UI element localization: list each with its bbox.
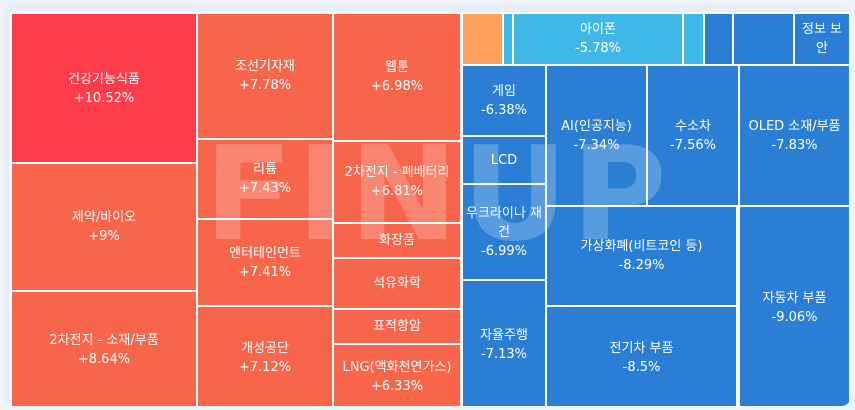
- tile-value: +8.64%: [77, 352, 131, 367]
- tile-value: -8.5%: [622, 359, 661, 375]
- tile-ai-인공지능-24[interactable]: AI(인공지능) -7.34%: [545, 64, 648, 207]
- tile-label: 수소차: [675, 118, 711, 134]
- tile-value: +7.78%: [238, 78, 292, 93]
- tile-oled-소재-부품-26[interactable]: OLED 소재/부품 -7.83%: [738, 64, 851, 207]
- tile-value: +9%: [88, 229, 120, 244]
- tile-조선기자재-3[interactable]: 조선기자재 +7.78%: [196, 12, 334, 140]
- tile-자동차-부품-29[interactable]: 자동차 부품 -9.06%: [738, 205, 851, 406]
- tile-label: 게임: [492, 83, 516, 99]
- tile-label: 웹툰: [385, 60, 409, 75]
- tile-blank-17[interactable]: [703, 12, 734, 66]
- tile-자율주행-23[interactable]: 자율주행 -7.13%: [461, 279, 547, 406]
- treemap-frame: 건강기능식품 +10.52% 제약/바이오 +9% 2차전지 - 소재/부품 +8.64%…: [4, 4, 851, 406]
- tile-lng-액화천연가스-12[interactable]: LNG(액화천연가스) +6.33%: [332, 343, 462, 406]
- tile-value: -7.34%: [573, 137, 620, 153]
- tile-우크라이나-재건-22[interactable]: 우크라이나 재건 -6.99%: [461, 183, 547, 281]
- tile-label: 화장품: [379, 233, 415, 248]
- tile-value: -6.38%: [481, 102, 527, 118]
- tile-label: 우크라이나 재건: [466, 205, 542, 240]
- tile-value: +6.33%: [370, 378, 424, 394]
- tile-아이폰-15[interactable]: 아이폰 -5.78%: [512, 12, 684, 66]
- tile-label: LNG(액화천연가스): [342, 359, 452, 375]
- tile-label: 엔터테인먼트: [229, 245, 301, 261]
- tile-label: 석유화학: [373, 276, 421, 291]
- tile-blank-13[interactable]: [461, 12, 504, 66]
- tile-lcd-21[interactable]: LCD: [461, 135, 547, 185]
- tile-value: +7.12%: [238, 359, 292, 375]
- tile-label: 자율주행: [480, 327, 528, 343]
- tile-label: 제약/바이오: [71, 210, 137, 225]
- tile-value: +6.81%: [370, 184, 424, 199]
- tile-석유화학-10[interactable]: 석유화학: [332, 257, 462, 310]
- tile-value: +7.41%: [238, 264, 292, 280]
- tile-label: 건강기능식품: [68, 72, 140, 87]
- tile-value: -5.78%: [575, 41, 621, 56]
- tile-label: 리튬: [253, 162, 277, 177]
- tile-value: +7.43%: [238, 181, 292, 196]
- tile-리튬-4[interactable]: 리튬 +7.43%: [196, 138, 334, 220]
- tile-blank-18[interactable]: [732, 12, 795, 66]
- tile-value: -6.99%: [481, 243, 527, 259]
- tile-value: -7.83%: [771, 137, 818, 153]
- tile-label: 자동차 부품: [762, 290, 827, 306]
- tile-label: 전기차 부품: [609, 340, 674, 356]
- tile-웹툰-7[interactable]: 웹툰 +6.98%: [332, 12, 462, 142]
- tile-label: 가상화폐(비트코인 등): [580, 239, 703, 254]
- tile-value: -8.29%: [618, 258, 665, 273]
- tile-value: -7.13%: [481, 346, 527, 362]
- tile-value: -7.56%: [670, 137, 716, 153]
- tile-가상화폐-비트코인-등-27[interactable]: 가상화폐(비트코인 등) -8.29%: [545, 205, 738, 307]
- tile-정보-보안-19[interactable]: 정보 보안: [793, 12, 851, 66]
- tile-2차전지-소재-부품-2[interactable]: 2차전지 - 소재/부품 +8.64%: [10, 290, 198, 406]
- tile-value: +10.52%: [73, 91, 135, 106]
- tile-blank-16[interactable]: [682, 12, 705, 66]
- tile-label: 조선기자재: [235, 59, 295, 74]
- tile-value: -9.06%: [771, 309, 818, 325]
- tile-label: 표적항암: [373, 319, 421, 334]
- tile-value: +6.98%: [370, 79, 424, 94]
- tile-게임-20[interactable]: 게임 -6.38%: [461, 64, 547, 137]
- tile-2차전지-폐배터리-8[interactable]: 2차전지 - 폐배터리 +6.81%: [332, 140, 462, 224]
- tile-엔터테인먼트-5[interactable]: 엔터테인먼트 +7.41%: [196, 218, 334, 307]
- tile-표적항암-11[interactable]: 표적항암: [332, 308, 462, 345]
- tile-전기차-부품-28[interactable]: 전기차 부품 -8.5%: [545, 305, 738, 406]
- tile-label: AI(인공지능): [561, 118, 632, 134]
- tile-개성공단-6[interactable]: 개성공단 +7.12%: [196, 305, 334, 406]
- tile-label: 2차전지 - 소재/부품: [49, 333, 159, 348]
- tile-수소차-25[interactable]: 수소차 -7.56%: [646, 64, 740, 207]
- sector-treemap: 건강기능식품 +10.52% 제약/바이오 +9% 2차전지 - 소재/부품 +8.64%…: [4, 4, 851, 406]
- tile-제약-바이오-1[interactable]: 제약/바이오 +9%: [10, 162, 198, 292]
- tile-label: LCD: [490, 152, 518, 168]
- tile-label: 개성공단: [241, 340, 289, 356]
- tile-label: OLED 소재/부품: [748, 118, 841, 134]
- tile-건강기능식품-0[interactable]: 건강기능식품 +10.52%: [10, 12, 198, 166]
- tile-label: 정보 보안: [801, 22, 842, 56]
- tile-화장품-9[interactable]: 화장품: [332, 222, 462, 259]
- tile-label: 2차전지 - 폐배터리: [344, 165, 450, 180]
- tile-label: 아이폰: [580, 22, 616, 37]
